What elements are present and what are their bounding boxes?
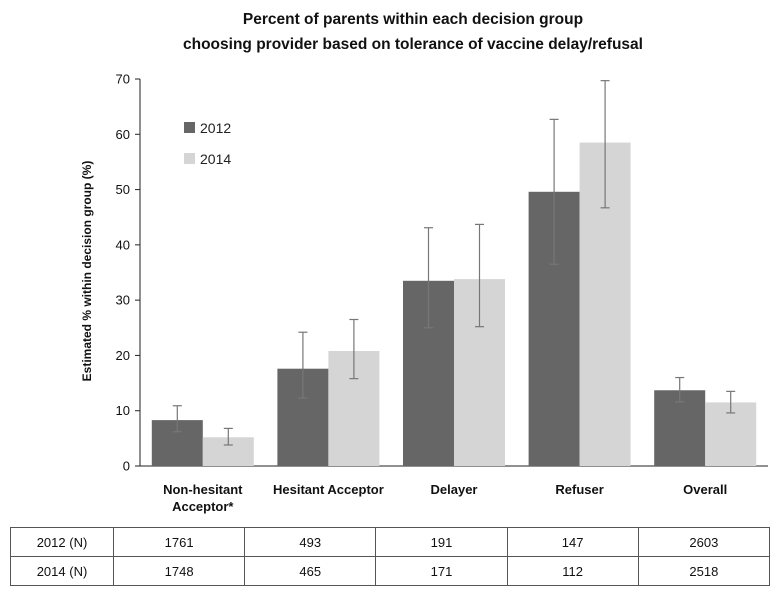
table-row: 2014 (N) 1748 465 171 112 2518	[10, 556, 771, 586]
x-category-label: Delayer	[431, 482, 478, 497]
x-category-label: Overall	[683, 482, 727, 497]
chart-title-line-1: Percent of parents within each decision …	[243, 11, 583, 28]
legend-label-2014: 2014	[200, 151, 231, 167]
table-cell: 1748	[112, 556, 246, 586]
sample-size-table: 2012 (N) 1761 493 191 147 2603 2014 (N) 1748 465…	[10, 527, 771, 586]
x-category-label: Non-hesitant	[163, 482, 243, 497]
table-cell: 112	[506, 556, 639, 586]
table-cell: 465	[244, 556, 377, 586]
table-cell: 191	[375, 527, 508, 557]
table-cell: 1761	[112, 527, 246, 557]
legend-swatch-2012	[184, 122, 195, 133]
table-cell: 147	[506, 527, 639, 557]
table-cell: 493	[244, 527, 377, 557]
x-category-label: Refuser	[555, 482, 603, 497]
table-cell: 2518	[637, 556, 771, 586]
table-cell: 171	[375, 556, 508, 586]
x-category-label: Hesitant Acceptor	[273, 482, 384, 497]
y-tick-label: 40	[116, 237, 130, 252]
table-cell: 2603	[637, 527, 771, 557]
table-row-label: 2014 (N)	[10, 556, 114, 586]
bar-2012	[654, 390, 706, 466]
y-tick-label: 60	[116, 127, 130, 142]
y-tick-label: 70	[116, 72, 130, 87]
y-tick-label: 50	[116, 182, 130, 197]
legend-label-2012: 2012	[200, 120, 231, 136]
bar-chart: Percent of parents within each decision …	[80, 11, 768, 514]
x-category-label: Acceptor*	[172, 499, 234, 514]
y-tick-label: 20	[116, 348, 130, 363]
table-row: 2012 (N) 1761 493 191 147 2603	[10, 527, 771, 557]
y-axis-label: Estimated % within decision group (%)	[80, 161, 94, 382]
legend-swatch-2014	[184, 153, 195, 164]
y-tick-label: 0	[123, 459, 130, 474]
table-row-label: 2012 (N)	[10, 527, 114, 557]
chart-title-line-2: choosing provider based on tolerance of …	[183, 36, 643, 53]
y-tick-label: 10	[116, 403, 130, 418]
y-tick-label: 30	[116, 293, 130, 308]
